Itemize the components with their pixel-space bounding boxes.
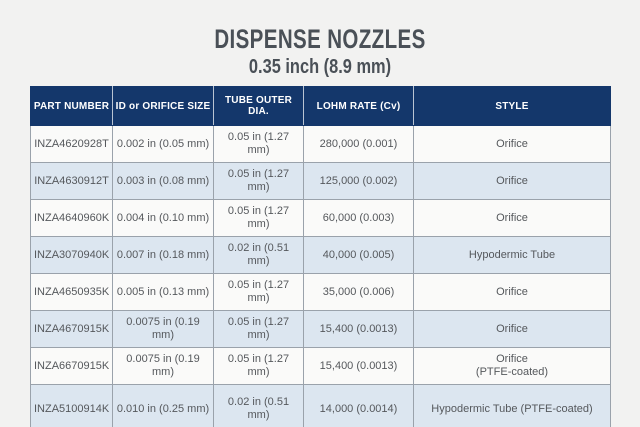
- cell-tube-outer-dia: 0.05 in (1.27 mm): [213, 273, 304, 311]
- table-row: INZA6670915K 0.0075 in (0.19 mm) 0.05 in (…: [30, 347, 611, 385]
- cell-tube-outer-dia: 0.05 in (1.27 mm): [213, 310, 304, 348]
- page-subtitle: 0.35 inch (8.9 mm): [248, 56, 392, 78]
- cell-lohm-rate: 15,400 (0.0013): [303, 347, 414, 385]
- cell-tube-outer-dia: 0.02 in (0.51 mm): [213, 384, 304, 427]
- cell-id-or-orifice-size: 0.005 in (0.13 mm): [112, 273, 214, 311]
- cell-style: Orifice (PTFE-coated): [413, 347, 611, 385]
- cell-tube-outer-dia: 0.05 in (1.27 mm): [213, 162, 304, 200]
- cell-style: Orifice: [413, 125, 611, 163]
- table-row: INZA5100914K 0.010 in (0.25 mm) 0.02 in (0…: [30, 384, 611, 427]
- cell-part-number: INZA4670915K: [30, 310, 113, 348]
- column-header-style: STYLE: [413, 86, 611, 126]
- cell-id-or-orifice-size: 0.003 in (0.08 mm): [112, 162, 214, 200]
- cell-lohm-rate: 60,000 (0.003): [303, 199, 414, 237]
- cell-part-number: INZA4640960K: [30, 199, 113, 237]
- column-header-id-or-orifice-size: ID or ORIFICE SIZE: [112, 86, 214, 126]
- cell-part-number: INZA6670915K: [30, 347, 113, 385]
- cell-style: Orifice: [413, 199, 611, 237]
- column-header-part-number: PART NUMBER: [30, 86, 113, 126]
- cell-id-or-orifice-size: 0.007 in (0.18 mm): [112, 236, 214, 274]
- cell-tube-outer-dia: 0.05 in (1.27 mm): [213, 199, 304, 237]
- cell-style: Hypodermic Tube: [413, 236, 611, 274]
- cell-id-or-orifice-size: 0.010 in (0.25 mm): [112, 384, 214, 427]
- table-row: INZA4620928T 0.002 in (0.05 mm) 0.05 in (1…: [30, 125, 611, 163]
- cell-lohm-rate: 15,400 (0.0013): [303, 310, 414, 348]
- cell-part-number: INZA4650935K: [30, 273, 113, 311]
- column-header-tube-outer-dia: TUBE OUTER DIA.: [213, 86, 304, 126]
- cell-id-or-orifice-size: 0.0075 in (0.19 mm): [112, 347, 214, 385]
- table-row: INZA3070940K 0.007 in (0.18 mm) 0.02 in (0…: [30, 236, 611, 274]
- cell-id-or-orifice-size: 0.0075 in (0.19 mm): [112, 310, 214, 348]
- cell-style: Hypodermic Tube (PTFE-coated): [413, 384, 611, 427]
- cell-part-number: INZA4630912T: [30, 162, 113, 200]
- cell-style: Orifice: [413, 273, 611, 311]
- cell-part-number: INZA4620928T: [30, 125, 113, 163]
- table-header-row: PART NUMBER ID or ORIFICE SIZE TUBE OUTER …: [30, 86, 611, 126]
- table-header: PART NUMBER ID or ORIFICE SIZE TUBE OUTER …: [30, 86, 611, 126]
- cell-lohm-rate: 14,000 (0.0014): [303, 384, 414, 427]
- table-row: INZA4670915K 0.0075 in (0.19 mm) 0.05 in (…: [30, 310, 611, 348]
- cell-tube-outer-dia: 0.05 in (1.27 mm): [213, 347, 304, 385]
- cell-style: Orifice: [413, 162, 611, 200]
- cell-id-or-orifice-size: 0.004 in (0.10 mm): [112, 199, 214, 237]
- cell-part-number: INZA3070940K: [30, 236, 113, 274]
- cell-tube-outer-dia: 0.05 in (1.27 mm): [213, 125, 304, 163]
- cell-style: Orifice: [413, 310, 611, 348]
- table-row: INZA4650935K 0.005 in (0.13 mm) 0.05 in (1…: [30, 273, 611, 311]
- cell-lohm-rate: 280,000 (0.001): [303, 125, 414, 163]
- page-title: DISPENSE NOZZLES: [214, 24, 426, 54]
- cell-part-number: INZA5100914K: [30, 384, 113, 427]
- cell-lohm-rate: 35,000 (0.006): [303, 273, 414, 311]
- column-header-lohm-rate: LOHM RATE (Cv): [303, 86, 414, 126]
- dispense-nozzles-table: PART NUMBER ID or ORIFICE SIZE TUBE OUTER …: [30, 86, 611, 427]
- cell-lohm-rate: 40,000 (0.005): [303, 236, 414, 274]
- table-row: INZA4630912T 0.003 in (0.08 mm) 0.05 in (1…: [30, 162, 611, 200]
- table-row: INZA4640960K 0.004 in (0.10 mm) 0.05 in (1…: [30, 199, 611, 237]
- cell-id-or-orifice-size: 0.002 in (0.05 mm): [112, 125, 214, 163]
- cell-tube-outer-dia: 0.02 in (0.51 mm): [213, 236, 304, 274]
- table-body: INZA4620928T 0.002 in (0.05 mm) 0.05 in (1…: [30, 125, 611, 427]
- cell-lohm-rate: 125,000 (0.002): [303, 162, 414, 200]
